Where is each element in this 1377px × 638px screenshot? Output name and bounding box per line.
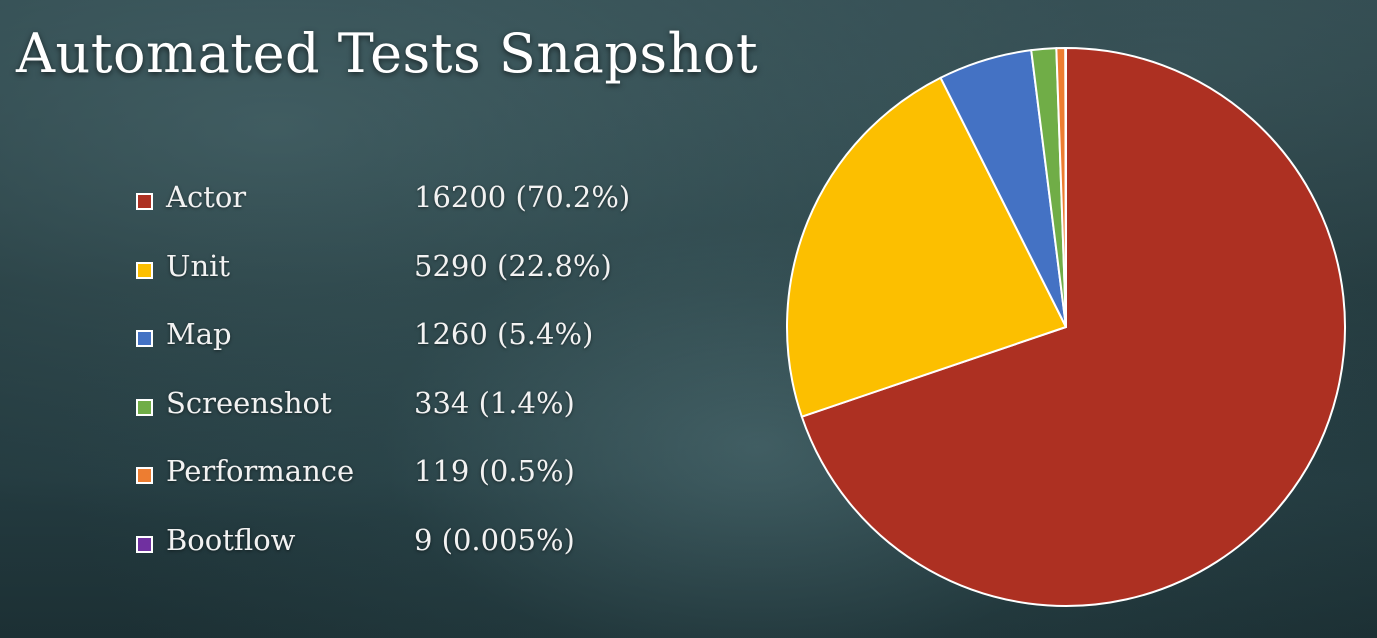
legend-label: Screenshot [166,385,332,420]
pie-chart [780,40,1360,620]
pie-slice-actor [800,47,1346,607]
legend-swatch [136,193,153,210]
legend-swatch [136,330,153,347]
legend-label: Actor [166,180,247,214]
legend-value: 119 (0.5%) [414,454,575,488]
legend: Actor 16200 (70.2%) Unit 5290 (22.8%) Map 126… [136,178,656,589]
pie-slice-unit [786,76,1067,418]
legend-item-bootflow: Bootflow 9 (0.005%) [136,521,656,590]
legend-swatch [136,261,153,279]
legend-item-map: Map 1260 (5.4%) [136,315,656,384]
legend-item-unit: Unit 5290 (22.8%) [136,247,656,316]
legend-swatch [136,535,153,553]
legend-label: Map [166,317,232,351]
legend-value: 16200 (70.2%) [414,180,631,214]
pie-chart-svg [786,47,1346,607]
legend-item-performance: Performance 119 (0.5%) [136,452,656,521]
legend-item-actor: Actor 16200 (70.2%) [136,178,656,247]
legend-item-screenshot: Screenshot 334 (1.4%) [136,384,656,453]
legend-value: 334 (1.4%) [414,385,575,420]
legend-value: 1260 (5.4%) [414,317,594,351]
legend-label: Bootflow [166,522,296,557]
legend-label: Performance [166,454,355,488]
legend-swatch [136,398,153,416]
pie-slice-bootflow [1064,47,1067,328]
slide-title: Automated Tests Snapshot [16,22,759,85]
legend-value: 5290 (22.8%) [414,248,612,283]
legend-value: 9 (0.005%) [414,522,575,557]
legend-label: Unit [166,248,231,283]
legend-swatch [136,467,153,484]
